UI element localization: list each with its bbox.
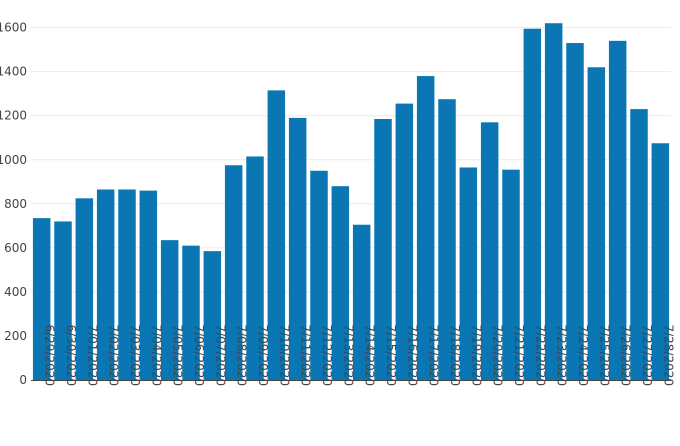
x-tick-label: 7/08/2020 xyxy=(235,324,249,386)
y-tick-label: 1200 xyxy=(0,109,27,123)
x-tick-label: 7/21/2020 xyxy=(512,324,526,386)
bar[interactable] xyxy=(480,122,499,381)
x-tick-label: 7/13/2020 xyxy=(341,324,355,386)
x-tick-label: 7/20/2020 xyxy=(491,324,505,386)
x-tick-label: 7/15/2020 xyxy=(384,324,398,386)
x-tick-label: 7/28/2020 xyxy=(661,324,675,386)
bar[interactable] xyxy=(182,245,200,380)
bar[interactable] xyxy=(587,67,606,380)
x-tick-label: 7/06/2020 xyxy=(192,324,206,386)
x-tick-label: 7/03/2020 xyxy=(128,324,142,386)
bar[interactable] xyxy=(96,189,115,380)
x-tick-label: 7/16/2020 xyxy=(405,324,419,386)
y-tick-label: 1600 xyxy=(0,21,27,35)
x-tick-label: 7/27/2020 xyxy=(640,324,654,386)
x-tick-label: 7/10/2020 xyxy=(277,324,291,386)
x-tick-label: 7/11/2020 xyxy=(299,324,313,386)
bar[interactable] xyxy=(32,218,51,380)
bars xyxy=(32,23,670,381)
bar[interactable] xyxy=(395,103,414,380)
x-tick-label: 7/22/2020 xyxy=(533,324,547,386)
bar[interactable] xyxy=(139,190,158,380)
x-tick-label: 7/12/2020 xyxy=(320,324,334,386)
x-tick-label: 7/19/2020 xyxy=(469,324,483,386)
bar[interactable] xyxy=(416,76,435,381)
bar[interactable] xyxy=(608,40,627,380)
x-tick-label: 7/05/2020 xyxy=(171,324,185,386)
bar[interactable] xyxy=(566,43,584,381)
y-tick-label: 200 xyxy=(4,329,27,343)
bar[interactable] xyxy=(54,221,72,380)
bar[interactable] xyxy=(630,109,648,380)
y-tick-label: 800 xyxy=(4,197,27,211)
x-axis-ticks: 6/29/2020 6/30/2020 7/01/2020 7/02/2020 7/03… xyxy=(43,324,676,386)
bar[interactable] xyxy=(75,198,94,380)
bar[interactable] xyxy=(459,167,478,380)
x-tick-label: 7/09/2020 xyxy=(256,324,270,386)
x-tick-label: 7/02/2020 xyxy=(107,324,121,386)
bar[interactable] xyxy=(331,186,350,380)
x-tick-label: 7/17/2020 xyxy=(427,324,441,386)
x-tick-label: 6/30/2020 xyxy=(64,324,78,386)
bar[interactable] xyxy=(544,23,563,380)
bar[interactable] xyxy=(438,99,456,381)
bar[interactable] xyxy=(118,189,136,380)
bar[interactable] xyxy=(502,169,520,380)
bar[interactable] xyxy=(288,117,307,381)
bar[interactable] xyxy=(651,143,670,380)
bar[interactable] xyxy=(310,170,328,380)
x-tick-label: 6/29/2020 xyxy=(43,324,57,386)
bar[interactable] xyxy=(224,165,243,380)
x-tick-label: 7/04/2020 xyxy=(149,324,163,386)
y-tick-label: 600 xyxy=(4,241,27,255)
grid-lines xyxy=(31,27,671,337)
x-tick-label: 7/18/2020 xyxy=(448,324,462,386)
x-tick-label: 7/14/2020 xyxy=(363,324,377,386)
y-tick-label: 400 xyxy=(4,285,27,299)
y-tick-label: 1400 xyxy=(0,65,27,79)
bar[interactable] xyxy=(352,224,371,380)
x-tick-label: 7/01/2020 xyxy=(85,324,99,386)
bar[interactable] xyxy=(267,90,286,380)
bar[interactable] xyxy=(160,240,179,380)
bar[interactable] xyxy=(523,28,542,380)
x-tick-label: 7/25/2020 xyxy=(597,324,611,386)
y-axis-ticks: 0 200 400 600 800 1000 1200 1400 1600 xyxy=(0,21,27,387)
bar[interactable] xyxy=(203,251,222,380)
bar[interactable] xyxy=(374,119,392,381)
y-tick-label: 1000 xyxy=(0,153,27,167)
x-tick-label: 7/24/2020 xyxy=(576,324,590,386)
x-tick-label: 7/07/2020 xyxy=(213,324,227,386)
x-tick-label: 7/26/2020 xyxy=(619,324,633,386)
bar[interactable] xyxy=(246,156,264,380)
x-tick-label: 7/23/2020 xyxy=(555,324,569,386)
y-tick-label: 0 xyxy=(19,373,27,387)
